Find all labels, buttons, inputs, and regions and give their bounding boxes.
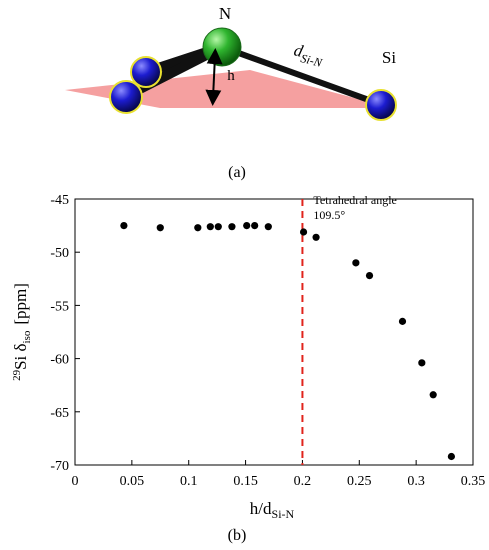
panel-b-caption: (b)	[228, 527, 247, 544]
data-point	[194, 224, 202, 232]
tetrahedral-angle-value: 109.5°	[313, 208, 345, 222]
x-axis-ticks: 0 0.05 0.1 0.15 0.2 0.25 0.3 0.35	[72, 460, 486, 489]
data-point	[206, 223, 214, 231]
y-tick-label: -50	[50, 246, 69, 261]
data-point	[156, 224, 164, 232]
data-point	[243, 222, 251, 230]
y-tick-label: -60	[50, 353, 69, 368]
si-atom-label: Si	[382, 48, 396, 67]
svg-text:29Si δiso[ppm]: 29Si δiso[ppm]	[11, 283, 33, 381]
y-tick-label: -55	[50, 299, 69, 314]
tetrahedral-angle-label: Tetrahedral angle	[313, 193, 396, 207]
distance-label: dSi-N	[291, 40, 326, 70]
x-tick-label: 0.15	[233, 474, 258, 489]
data-point	[447, 452, 455, 461]
data-point	[264, 223, 272, 231]
si-atom-lower	[109, 80, 143, 114]
si-atom-right	[365, 89, 397, 121]
data-point	[120, 222, 128, 230]
data-point	[228, 223, 236, 231]
x-axis-title: h/dSi-N	[250, 499, 295, 521]
data-point	[214, 223, 222, 231]
n-atom-label: N	[219, 4, 231, 23]
y-tick-label: -65	[50, 406, 69, 421]
data-point	[312, 233, 320, 241]
x-tick-label: 0.1	[180, 474, 198, 489]
n-atom	[202, 27, 242, 67]
data-point	[352, 259, 360, 267]
y-tick-label: -70	[50, 459, 69, 474]
y-axis-title: 29Si δiso[ppm]	[11, 283, 33, 381]
svg-text:dSi-N: dSi-N	[291, 40, 326, 70]
data-point	[398, 317, 407, 325]
height-arrow	[205, 48, 223, 106]
molecule-diagram: N Si h dSi-N (a)	[65, 4, 397, 181]
data-point	[251, 222, 259, 230]
data-point	[429, 391, 437, 399]
x-tick-label: 0.3	[407, 474, 425, 489]
x-tick-label: 0.2	[294, 474, 312, 489]
data-point	[299, 228, 308, 236]
data-point	[418, 359, 426, 367]
data-point	[365, 272, 374, 280]
x-tick-label: 0	[72, 474, 79, 489]
x-tick-label: 0.25	[347, 474, 372, 489]
y-axis-ticks: -45 -50 -55 -60 -65 -70	[50, 193, 80, 474]
bond-n-si-right	[219, 44, 383, 107]
chart: -45 -50 -55 -60 -65 -70 0 0.05 0.1 0.15 0.2 0.25 0.…	[11, 193, 485, 544]
data-points	[120, 222, 455, 461]
height-label: h	[227, 68, 235, 84]
y-tick-label: -45	[50, 193, 69, 208]
plot-frame	[74, 198, 474, 466]
x-tick-label: 0.05	[120, 474, 145, 489]
basal-plane	[65, 70, 392, 108]
si-atom-left	[130, 56, 162, 88]
x-tick-label: 0.35	[461, 474, 486, 489]
panel-a-caption: (a)	[228, 164, 246, 181]
